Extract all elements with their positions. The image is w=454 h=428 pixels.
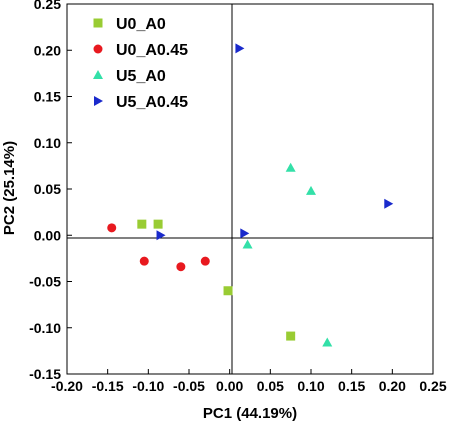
data-point-circle — [176, 262, 186, 272]
x-tick-label: -0.05 — [173, 378, 205, 394]
y-tick-label: 0.25 — [34, 0, 61, 12]
data-point-triangle-right — [156, 230, 166, 241]
data-point-square — [137, 219, 147, 229]
data-point-triangle-right — [235, 43, 245, 54]
x-tick-label: -0.15 — [92, 378, 124, 394]
x-tick-label: 0.05 — [257, 378, 284, 394]
data-point-triangle-up — [322, 337, 333, 347]
x-tick-label: 0.20 — [379, 378, 406, 394]
data-points — [107, 43, 394, 347]
legend-marker-triangle-right — [94, 96, 103, 106]
x-tick-label: 0.15 — [338, 378, 365, 394]
y-axis-title: PC2 (25.14%) — [1, 141, 18, 235]
data-point-square — [153, 219, 163, 229]
data-point-triangle-up — [285, 162, 296, 172]
x-axis-title: PC1 (44.19%) — [203, 405, 297, 422]
data-point-square — [286, 331, 296, 341]
legend-label: U0_A0.45 — [116, 42, 188, 59]
y-axis: -0.15 -0.10 -0.05 0.00 0.05 0.10 0.15 0.20 0.25 — [29, 0, 72, 382]
y-tick-label: 0.05 — [34, 181, 61, 197]
x-tick-label: 0.00 — [216, 378, 243, 394]
x-tick-label: 0.25 — [419, 378, 446, 394]
y-tick-label: 0.10 — [34, 135, 61, 151]
data-point-circle — [139, 256, 149, 266]
y-tick-label: 0.15 — [34, 89, 61, 105]
legend-marker-square — [93, 18, 103, 28]
y-tick-label: 0.00 — [34, 227, 61, 243]
data-point-square — [223, 286, 233, 296]
data-point-triangle-up — [306, 185, 316, 195]
legend-marker-circle — [93, 44, 103, 54]
y-tick-label: 0.20 — [34, 42, 61, 58]
data-point-triangle-up — [242, 239, 253, 249]
x-tick-label: -0.10 — [132, 378, 164, 394]
legend-label: U5_A0.45 — [116, 94, 188, 111]
y-tick-label: -0.15 — [29, 366, 61, 382]
legend-label: U5_A0 — [116, 68, 166, 85]
data-point-triangle-right — [240, 228, 250, 239]
data-point-triangle-right — [384, 198, 394, 209]
data-point-circle — [107, 223, 117, 233]
x-tick-label: 0.10 — [297, 378, 324, 394]
legend-marker-triangle-up — [93, 70, 103, 79]
x-axis: -0.20 -0.15 -0.10 -0.05 0.00 0.05 0.10 0.15 0.20… — [51, 369, 447, 394]
legend: U0_A0 U0_A0.45 U5_A0 U5_A0.45 — [93, 16, 188, 111]
y-tick-label: -0.10 — [29, 320, 61, 336]
y-tick-label: -0.05 — [29, 274, 61, 290]
plot-area-frame — [66, 3, 434, 375]
legend-label: U0_A0 — [116, 16, 166, 33]
x-tick-label: -0.20 — [51, 378, 83, 394]
data-point-circle — [200, 256, 210, 266]
